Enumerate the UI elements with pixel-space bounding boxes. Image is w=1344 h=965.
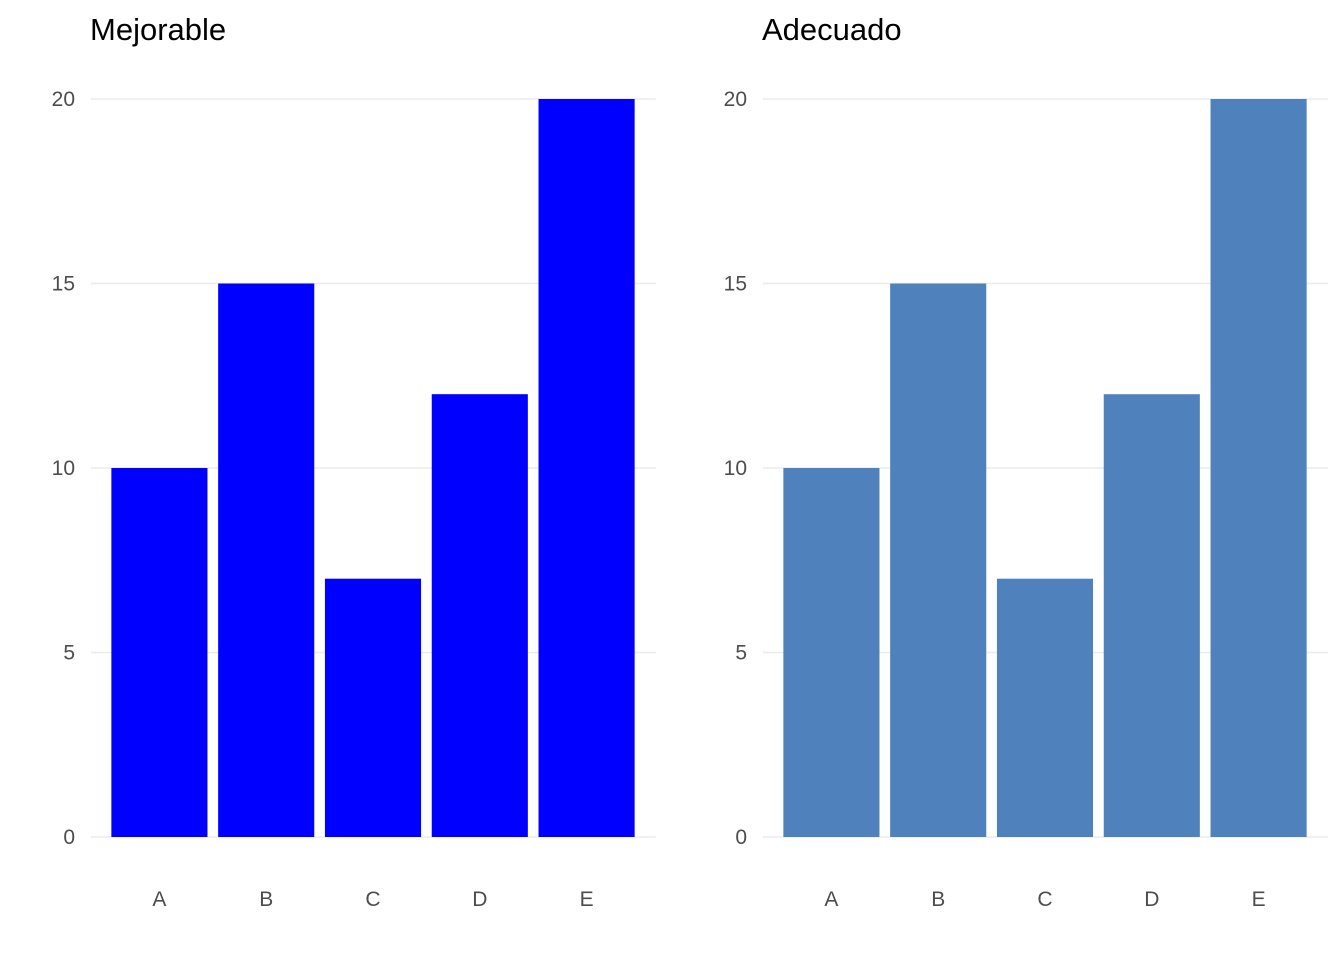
y-tick-label: 10 [724,457,747,480]
bar-b [890,283,987,837]
bar-b [218,283,315,837]
x-tick-label-b: B [259,888,273,911]
bar-c [996,578,1094,837]
x-tick-labels-mejorable: A B C D E [152,888,593,911]
x-tick-label-b: B [931,888,945,911]
bars-adecuado [783,99,1307,837]
x-tick-label-a: A [152,888,166,911]
chart-title-mejorable: Mejorable [90,12,226,47]
x-tick-label-e: E [1252,888,1266,911]
x-tick-label-c: C [365,888,380,911]
x-tick-label-a: A [824,888,838,911]
y-tick-label: 15 [724,273,747,296]
x-tick-label-d: D [472,888,487,911]
y-tick-label: 15 [52,273,75,296]
x-tick-label-c: C [1037,888,1052,911]
x-tick-label-d: D [1144,888,1159,911]
bar-a [783,468,880,837]
bar-a [111,468,208,837]
bar-c [324,578,422,837]
y-tick-label: 0 [735,826,747,849]
y-tick-label: 0 [63,826,75,849]
y-tick-label: 10 [52,457,75,480]
x-tick-labels-adecuado: A B C D E [824,888,1265,911]
bar-d [431,394,528,837]
panel-mejorable: 0 5 10 15 20 A B C D E Mejorable [52,12,656,911]
y-tick-labels-adecuado: 0 5 10 15 20 [724,88,747,849]
y-tick-labels-mejorable: 0 5 10 15 20 [52,88,75,849]
bar-e [538,99,635,837]
bar-d [1103,394,1200,837]
y-tick-label: 20 [52,88,75,111]
panel-adecuado: 0 5 10 15 20 A B C D E Adecuado [724,12,1328,911]
y-tick-label: 5 [735,642,747,665]
y-tick-label: 5 [63,642,75,665]
chart-title-adecuado: Adecuado [762,12,902,47]
bars-mejorable [111,99,635,837]
x-tick-label-e: E [580,888,594,911]
bar-e [1210,99,1307,837]
y-tick-label: 20 [724,88,747,111]
